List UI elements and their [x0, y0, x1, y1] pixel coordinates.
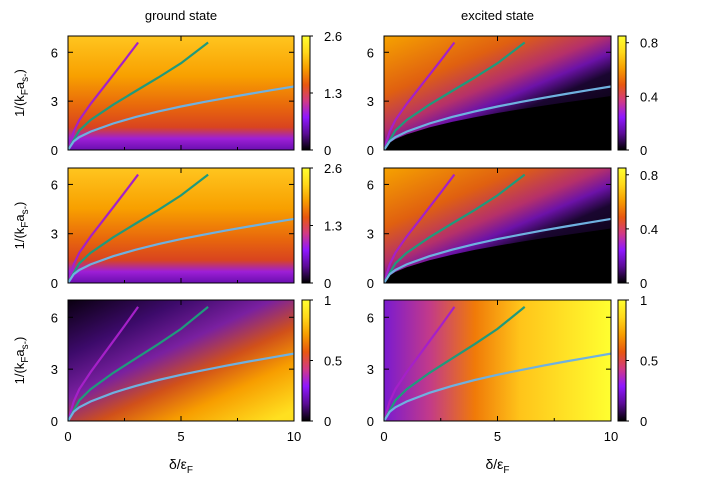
series-line [384, 173, 526, 283]
colorbar-tick-label: 1 [640, 293, 647, 308]
colorbar-tick-label: 1 [324, 293, 331, 308]
colorbar-tick-label: 0.4 [640, 89, 658, 104]
column-title: excited state [461, 8, 534, 23]
x-axis-label: δ/εF [485, 456, 509, 476]
y-tick-label: 0 [51, 143, 58, 158]
heatmap-panel: 0 3 6 0 1.3 2.6 [51, 29, 342, 158]
series-line [68, 306, 139, 421]
series-line [68, 41, 209, 150]
heatmap-panel: 0 3 6 0 1.3 2.6 [51, 161, 342, 291]
y-tick-label: 3 [367, 227, 374, 242]
zero-region [384, 228, 611, 283]
series-line [384, 352, 611, 421]
x-tick-label: 5 [494, 429, 501, 444]
y-tick-label: 0 [51, 276, 58, 291]
series-line [384, 217, 611, 283]
series-line [384, 173, 456, 283]
y-tick-label: 3 [367, 94, 374, 109]
colorbar-tick-label: 0.5 [640, 354, 658, 369]
colorbar-tick-label: 0 [324, 414, 331, 429]
y-tick-label: 6 [367, 310, 374, 325]
zero-region [384, 96, 611, 150]
y-tick-label: 0 [367, 143, 374, 158]
x-tick-label: 10 [287, 429, 301, 444]
colorbar-tick-label: 0 [640, 276, 647, 291]
colorbar-tick-label: 0 [324, 143, 331, 158]
y-tick-label: 0 [367, 414, 374, 429]
colorbar-tick-label: 1.3 [324, 86, 342, 101]
colorbar-tick-label: 0.8 [640, 36, 658, 51]
y-tick-label: 6 [51, 310, 58, 325]
y-tick-label: 6 [51, 177, 58, 192]
y-axis-label: 1/(kFas-) [12, 337, 31, 385]
colorbar-tick-label: 1.3 [324, 219, 342, 234]
colorbar [301, 35, 311, 151]
series-line [384, 41, 456, 150]
y-tick-label: 6 [51, 45, 58, 60]
colorbar-tick-label: 0 [324, 276, 331, 291]
series-line [68, 173, 209, 283]
series-line [68, 173, 139, 283]
colorbar-tick-label: 0.8 [640, 168, 658, 183]
y-tick-label: 3 [51, 362, 58, 377]
x-tick-label: 0 [64, 429, 71, 444]
x-tick-label: 0 [380, 429, 387, 444]
y-tick-label: 6 [367, 177, 374, 192]
series-line [384, 41, 526, 150]
y-tick-label: 0 [367, 276, 374, 291]
y-axis-label: 1/(kFas-) [12, 69, 31, 117]
y-axis-label: 1/(kFas-) [12, 202, 31, 250]
heatmap-panel: 0 3 6 0 0.4 0.8 [367, 167, 658, 291]
colorbar-tick-label: 0.4 [640, 222, 658, 237]
heatmap-panel: 0 3 6 0 0.4 0.8 [367, 35, 658, 158]
colorbar-tick-label: 0.5 [324, 354, 342, 369]
colorbar [301, 167, 311, 284]
series-line [68, 41, 139, 150]
y-tick-label: 3 [51, 227, 58, 242]
x-tick-label: 10 [604, 429, 618, 444]
series-line [68, 352, 294, 421]
series-line [384, 306, 456, 421]
series-line [68, 217, 294, 283]
y-tick-label: 3 [367, 362, 374, 377]
series-line [68, 85, 294, 150]
colorbar-tick-label: 0 [640, 414, 647, 429]
column-title: ground state [145, 8, 217, 23]
y-tick-label: 0 [51, 414, 58, 429]
series-line [384, 306, 526, 421]
colorbar [301, 299, 311, 422]
y-tick-label: 3 [51, 94, 58, 109]
colorbar-tick-label: 2.6 [324, 29, 342, 44]
colorbar [617, 299, 627, 422]
x-tick-label: 5 [177, 429, 184, 444]
colorbar [617, 167, 627, 284]
x-axis-label: δ/εF [169, 456, 193, 476]
y-tick-label: 6 [367, 45, 374, 60]
colorbar-tick-label: 2.6 [324, 161, 342, 176]
colorbar [617, 35, 627, 151]
series-line [384, 85, 611, 150]
series-line [68, 306, 209, 421]
colorbar-tick-label: 0 [640, 143, 647, 158]
